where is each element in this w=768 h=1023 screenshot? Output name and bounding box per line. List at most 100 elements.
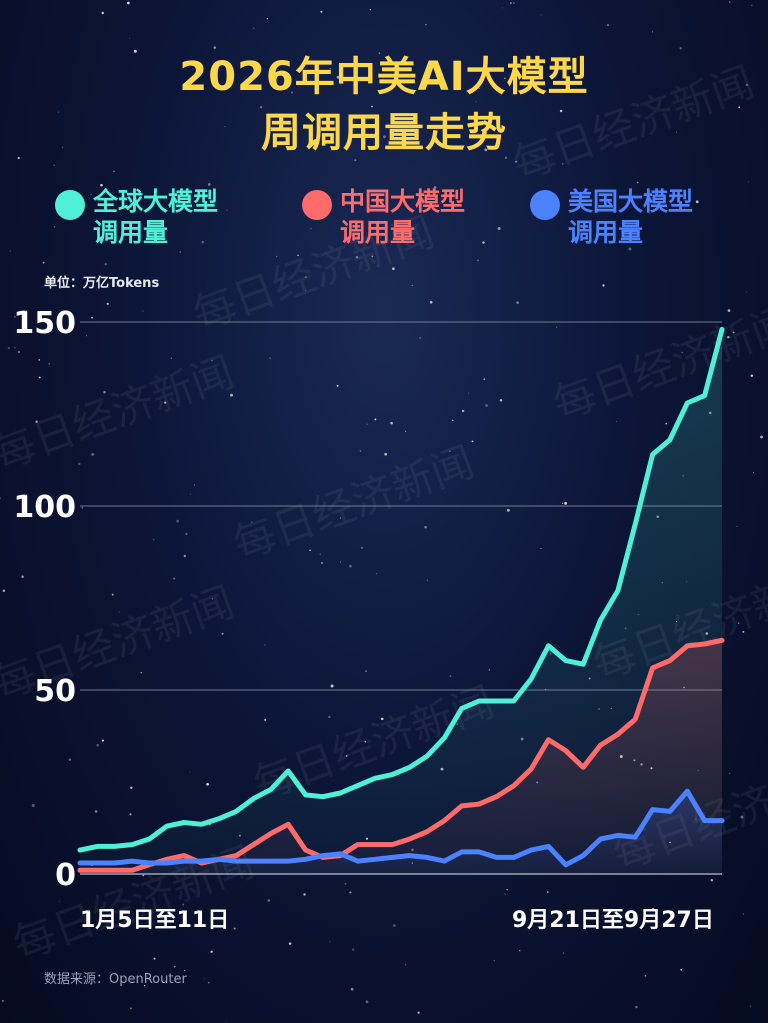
star (204, 977, 206, 979)
star (475, 101, 477, 103)
star (681, 351, 683, 354)
star (58, 900, 60, 902)
star (288, 942, 292, 945)
series-area (80, 329, 722, 874)
star (351, 234, 354, 236)
star (433, 186, 437, 189)
star (602, 284, 605, 287)
legend-label-global: 全球大模型 调用量 (93, 187, 219, 247)
star (179, 251, 182, 253)
star (101, 11, 104, 15)
star (383, 135, 386, 139)
star (264, 644, 266, 646)
star (371, 255, 374, 258)
star (488, 669, 490, 671)
star (376, 573, 378, 575)
star (143, 984, 146, 987)
star (81, 506, 84, 509)
star (185, 532, 188, 535)
star (449, 450, 451, 452)
star (451, 419, 454, 422)
star (328, 715, 331, 719)
y-tick-label: 50 (34, 674, 76, 709)
star (419, 337, 421, 339)
star (336, 384, 339, 387)
star (226, 209, 228, 211)
star (14, 347, 16, 349)
y-tick-label: 0 (55, 858, 76, 893)
y-tick-label: 150 (13, 306, 76, 341)
star (504, 893, 506, 895)
star (471, 440, 474, 443)
star (751, 4, 753, 6)
star (183, 554, 186, 558)
star (170, 357, 173, 359)
star (749, 1005, 752, 1007)
star (106, 302, 109, 305)
star (91, 452, 95, 456)
star (31, 804, 35, 807)
star (727, 309, 731, 312)
star (309, 549, 311, 552)
star (399, 228, 402, 230)
legend-label-china: 中国大模型 调用量 (340, 187, 466, 247)
star (753, 472, 754, 474)
star (349, 564, 352, 568)
star (35, 420, 38, 423)
star (264, 718, 267, 721)
star (483, 378, 485, 380)
star (310, 227, 312, 230)
star (561, 502, 564, 505)
star (113, 170, 115, 172)
star (513, 2, 515, 4)
star (230, 393, 233, 397)
star (330, 684, 334, 688)
star (519, 950, 521, 952)
star (461, 409, 465, 413)
star (540, 547, 542, 550)
star (695, 200, 699, 204)
star (563, 952, 564, 954)
star (211, 598, 213, 600)
star (320, 116, 323, 119)
star (266, 18, 269, 20)
star (742, 913, 745, 915)
star (90, 193, 92, 196)
star (127, 1, 130, 5)
star (184, 969, 186, 972)
star (206, 782, 209, 786)
star (345, 755, 348, 757)
star (738, 106, 741, 109)
star (380, 717, 384, 721)
star (221, 632, 224, 635)
star (259, 106, 263, 109)
star (477, 259, 479, 262)
star (607, 24, 609, 27)
star (78, 462, 81, 466)
star (675, 131, 678, 133)
star (559, 109, 563, 113)
star (378, 52, 381, 54)
star (68, 758, 72, 761)
star (173, 965, 176, 968)
star (211, 360, 213, 362)
star (484, 148, 488, 152)
star (354, 159, 357, 162)
star (425, 23, 427, 26)
star (42, 261, 45, 264)
star (297, 254, 299, 257)
legend-item-china: 中国大模型 调用量 (302, 186, 490, 248)
star (392, 924, 396, 928)
star (507, 508, 510, 512)
star (679, 47, 682, 50)
star (564, 501, 568, 505)
y-tick-label: 100 (13, 490, 76, 525)
star (737, 622, 740, 624)
star (652, 31, 653, 33)
star (339, 561, 341, 563)
star (304, 276, 307, 279)
star (320, 10, 323, 13)
star (91, 316, 93, 319)
star (504, 156, 508, 159)
